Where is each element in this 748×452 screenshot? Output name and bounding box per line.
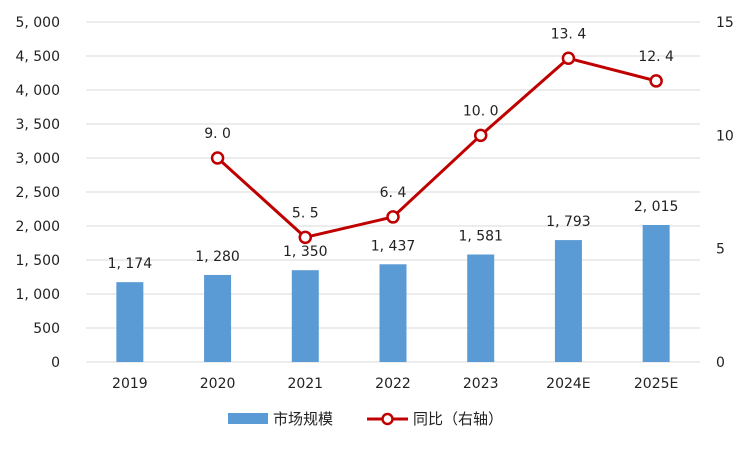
- legend: 市场规模 同比（右轴）: [228, 410, 503, 428]
- line-point: [561, 51, 576, 66]
- bar-data-label: 1, 280: [195, 249, 240, 265]
- line-point: [210, 151, 225, 165]
- left-axis-tick-label: 4, 000: [15, 83, 60, 99]
- left-axis-tick-label: 4, 500: [15, 49, 60, 65]
- line-point: [386, 210, 400, 224]
- bar-data-label: 1, 174: [108, 256, 153, 272]
- bar-series: [116, 224, 670, 362]
- right-axis-tick-label: 0: [716, 355, 725, 371]
- bar: [467, 254, 495, 362]
- line-data-label: 5. 5: [292, 205, 319, 221]
- x-axis-tick-label: 2019: [112, 376, 148, 392]
- x-axis-tick-label: 2025E: [634, 376, 678, 392]
- x-axis-tick-label: 2021: [287, 376, 323, 392]
- x-axis-tick-label: 2022: [375, 376, 411, 392]
- bar: [116, 282, 144, 362]
- right-axis-tick-label: 5: [716, 242, 725, 258]
- x-axis-tick-label: 2024E: [546, 376, 590, 392]
- left-axis-tick-label: 1, 500: [15, 253, 60, 269]
- gridlines: [86, 21, 700, 363]
- bar: [642, 224, 670, 362]
- left-axis-tick-label: 0: [51, 355, 60, 371]
- left-axis-tick-label: 2, 500: [15, 185, 60, 201]
- x-axis-tick-label: 2023: [463, 376, 499, 392]
- line-point: [473, 128, 488, 143]
- line-point: [649, 74, 663, 88]
- line-data-label: 6. 4: [380, 185, 407, 201]
- legend-swatch-marker: [381, 412, 394, 426]
- left-axis-tick-label: 3, 000: [15, 151, 60, 167]
- left-axis-tick-label: 1, 000: [15, 287, 60, 303]
- line-data-label: 13. 4: [551, 26, 587, 42]
- line-data-label: 12. 4: [638, 49, 674, 65]
- left-axis-tick-label: 3, 500: [15, 117, 60, 133]
- line-data-labels: 9. 0 5. 5 6. 4 10. 0 13. 4 12. 4: [204, 26, 674, 221]
- line-series: [210, 51, 663, 245]
- left-axis-tick-label: 2, 000: [15, 219, 60, 235]
- bar-data-label: 1, 793: [546, 214, 591, 230]
- right-axis-tick-label: 10: [716, 128, 734, 144]
- left-axis-ticks: 0 500 1, 000 1, 500 2, 000 2, 500 3, 000 3, 500…: [15, 15, 60, 371]
- line-data-label: 10. 0: [463, 103, 499, 119]
- bar-data-labels: 1, 174 1, 280 1, 350 1, 437 1, 581 1, 793 2, 0…: [108, 199, 679, 272]
- bar-data-label: 1, 437: [371, 238, 416, 254]
- right-axis-tick-label: 15: [716, 15, 734, 31]
- x-axis-ticks: 2019 2020 2021 2022 2023 2024E 2025E: [112, 376, 678, 392]
- legend-label-bar: 市场规模: [273, 410, 333, 428]
- x-axis-tick-label: 2020: [200, 376, 236, 392]
- line-path: [216, 56, 657, 239]
- legend-label-line: 同比（右轴）: [413, 410, 503, 428]
- line-point: [298, 230, 313, 245]
- right-axis-ticks: 0 5 10 15: [716, 15, 734, 371]
- bar-data-label: 2, 015: [634, 199, 679, 215]
- line-data-label: 9. 0: [204, 126, 231, 142]
- bar: [291, 270, 319, 362]
- bar: [204, 274, 232, 362]
- bar-data-label: 1, 350: [283, 244, 328, 260]
- legend-swatch-bar: [228, 413, 268, 424]
- bar: [379, 264, 407, 362]
- bar: [554, 240, 582, 362]
- left-axis-tick-label: 5, 000: [15, 15, 60, 31]
- left-axis-tick-label: 500: [33, 321, 60, 337]
- bar-data-label: 1, 581: [458, 228, 503, 244]
